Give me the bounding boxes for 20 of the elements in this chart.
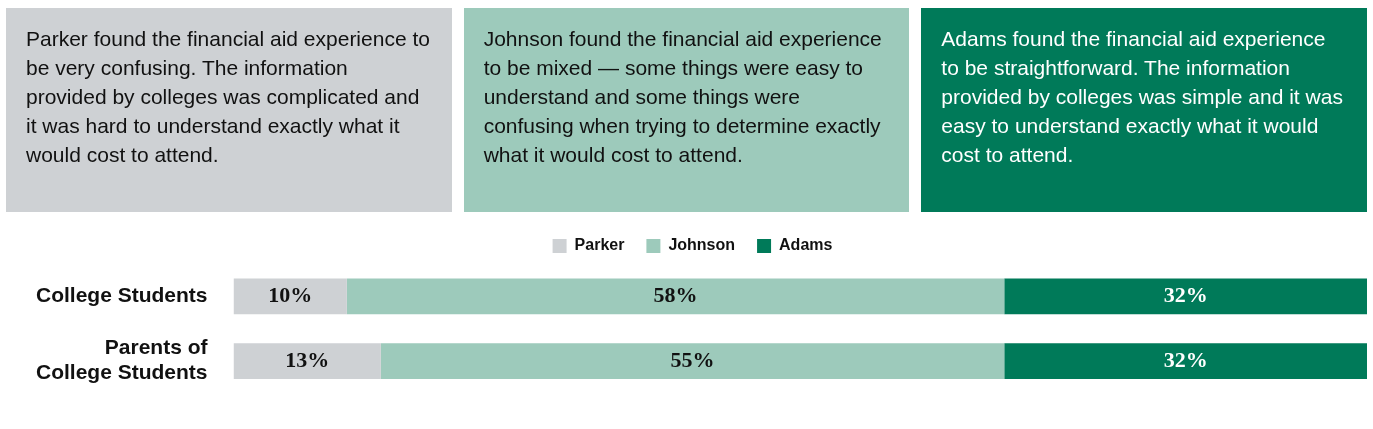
data-label: 13% — [285, 346, 330, 372]
data-label: 10% — [268, 282, 313, 308]
legend-label: Parker — [574, 236, 625, 254]
bar — [233, 343, 381, 379]
bar — [1004, 343, 1367, 379]
text: Johnson found the financial aid experience to be mixed — some things were easy to understand and some things were confusing when trying to determine exactly what it would cost to attend. — [463, 8, 910, 212]
legend-label: Johnson — [668, 236, 736, 254]
y-tick-label: Parents of College Students — [35, 335, 209, 384]
bar — [233, 278, 347, 315]
data-label: 55% — [670, 346, 715, 372]
bar — [346, 278, 1005, 315]
y-tick-label: College Students — [35, 283, 208, 307]
legend-label: Adams — [779, 236, 833, 254]
bar — [380, 343, 1005, 379]
data-label: 58% — [653, 282, 698, 308]
bar — [1004, 278, 1367, 315]
data-label: 32% — [1163, 282, 1208, 308]
text: Adams found the financial aid experience to be straightforward. The information provided by colleges was simple and it was easy to understand exactly what it would cost to attend. — [921, 8, 1368, 212]
text: Parker found the financial aid experience to be very confusing. The information provided by colleges was complicated and it was hard to understand exactly what it would cost to attend. — [6, 8, 452, 212]
data-label: 32% — [1163, 346, 1208, 372]
